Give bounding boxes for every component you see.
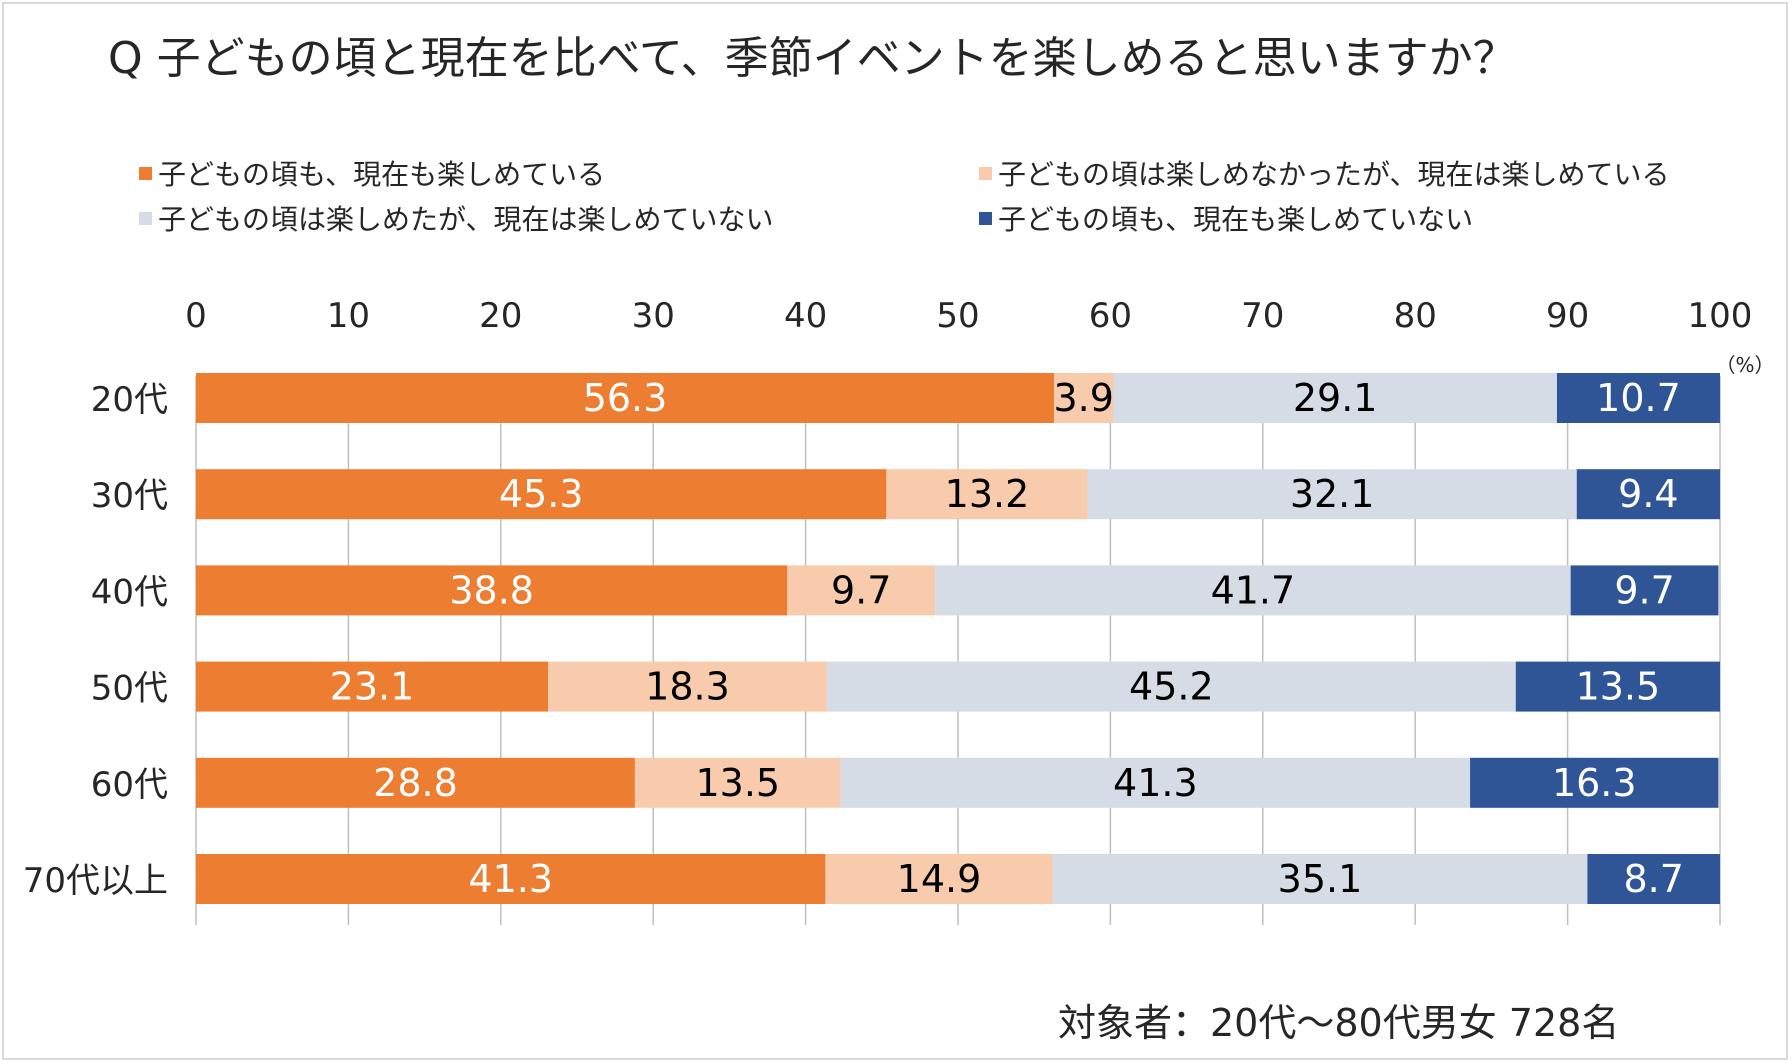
data-label-1-series-1: 45.3	[499, 472, 584, 516]
data-label-0-series-2: 3.9	[1054, 376, 1114, 420]
bar-1-series-2	[886, 469, 1088, 520]
data-label-1-series-3: 32.1	[1290, 472, 1375, 516]
x-tick-label-40: 40	[784, 296, 827, 336]
y-category-label-5: 70代以上	[23, 861, 168, 901]
legend-swatch-4	[979, 211, 992, 225]
data-label-3-series-4: 13.5	[1576, 665, 1661, 709]
bar-4-series-1	[196, 757, 635, 808]
x-tick-label-0: 0	[185, 296, 207, 336]
bar-0-series-1	[196, 373, 1055, 423]
legend-item-3: 子どもの頃は楽しめたが、現在は楽しめていない	[139, 198, 773, 238]
legend-swatch-1	[139, 166, 152, 180]
x-tick-label-100: 100	[1688, 296, 1753, 336]
unit-label: （%）	[1715, 353, 1774, 377]
bar-4-series-2	[634, 757, 841, 808]
bar-2-series-4	[1570, 565, 1719, 616]
bar-4-series-3	[840, 757, 1471, 808]
x-tick-label-90: 90	[1546, 296, 1589, 336]
data-label-2-series-2: 9.7	[831, 568, 891, 612]
legend-label-3: 子どもの頃は楽しめたが、現在は楽しめていない	[158, 203, 774, 236]
y-category-label-3: 50代	[91, 669, 168, 709]
data-label-1-series-4: 9.4	[1618, 472, 1678, 516]
bar-2-series-1	[196, 565, 788, 616]
bar-2-series-3	[935, 565, 1571, 616]
legend-swatch-2	[979, 166, 992, 180]
x-tick-label-70: 70	[1241, 296, 1284, 336]
x-tick-label-50: 50	[936, 296, 979, 336]
data-label-1-series-2: 13.2	[945, 472, 1030, 516]
data-label-5-series-2: 14.9	[897, 857, 982, 901]
y-category-label-4: 60代	[91, 765, 168, 805]
y-category-label-0: 20代	[91, 380, 168, 420]
x-tick-label-30: 30	[632, 296, 675, 336]
sample-note: 対象者：20代～80代男女 728名	[1058, 1001, 1620, 1045]
bar-0-series-4	[1556, 373, 1720, 423]
data-label-0-series-4: 10.7	[1596, 376, 1681, 420]
data-label-3-series-1: 23.1	[330, 665, 415, 709]
bar-3-series-1	[196, 661, 549, 712]
x-tick-label-60: 60	[1089, 296, 1132, 336]
bar-3-series-2	[548, 661, 827, 712]
data-label-2-series-1: 38.8	[449, 568, 534, 612]
data-label-3-series-2: 18.3	[645, 665, 730, 709]
bar-1-series-4	[1576, 469, 1720, 520]
bar-5-series-1	[196, 854, 826, 904]
bar-4-series-4	[1470, 757, 1719, 808]
bar-5-series-2	[825, 854, 1053, 904]
x-tick-label-80: 80	[1394, 296, 1437, 336]
bar-1-series-1	[196, 469, 887, 520]
x-tick-label-20: 20	[479, 296, 522, 336]
legend-item-4: 子どもの頃も、現在も楽しめていない	[979, 198, 1473, 238]
y-category-label-1: 30代	[91, 476, 168, 516]
bar-0-series-3	[1113, 373, 1557, 423]
legend-item-2: 子どもの頃は楽しめなかったが、現在は楽しめている	[979, 153, 1669, 193]
x-tick-label-10: 10	[327, 296, 370, 336]
data-label-5-series-4: 8.7	[1623, 857, 1683, 901]
bar-0-series-2	[1054, 373, 1114, 423]
data-label-4-series-2: 13.5	[695, 761, 780, 805]
bar-3-series-4	[1515, 661, 1720, 712]
legend-item-1: 子どもの頃も、現在も楽しめている	[139, 153, 605, 193]
data-label-0-series-3: 29.1	[1293, 376, 1378, 420]
data-label-0-series-1: 56.3	[583, 376, 668, 420]
data-label-4-series-1: 28.8	[373, 761, 458, 805]
chart-title: Q 子どもの頃と現在を比べて、季節イベントを楽しめると思いますか？	[108, 33, 1517, 84]
data-label-4-series-4: 16.3	[1552, 761, 1637, 805]
bar-2-series-2	[787, 565, 936, 616]
bar-5-series-3	[1052, 854, 1588, 904]
data-label-4-series-3: 41.3	[1113, 761, 1198, 805]
legend-swatch-3	[139, 211, 152, 225]
bar-1-series-3	[1087, 469, 1577, 520]
legend-label-4: 子どもの頃も、現在も楽しめていない	[998, 203, 1474, 236]
data-label-2-series-4: 9.7	[1614, 568, 1674, 612]
data-label-2-series-3: 41.7	[1211, 568, 1296, 612]
y-category-label-2: 40代	[91, 572, 168, 612]
bar-3-series-3	[826, 661, 1516, 712]
data-label-5-series-3: 35.1	[1278, 857, 1363, 901]
legend-label-2: 子どもの頃は楽しめなかったが、現在は楽しめている	[998, 158, 1670, 191]
legend-label-1: 子どもの頃も、現在も楽しめている	[158, 158, 606, 191]
data-label-3-series-3: 45.2	[1129, 665, 1214, 709]
bar-5-series-4	[1587, 854, 1720, 904]
data-label-5-series-1: 41.3	[468, 857, 553, 901]
